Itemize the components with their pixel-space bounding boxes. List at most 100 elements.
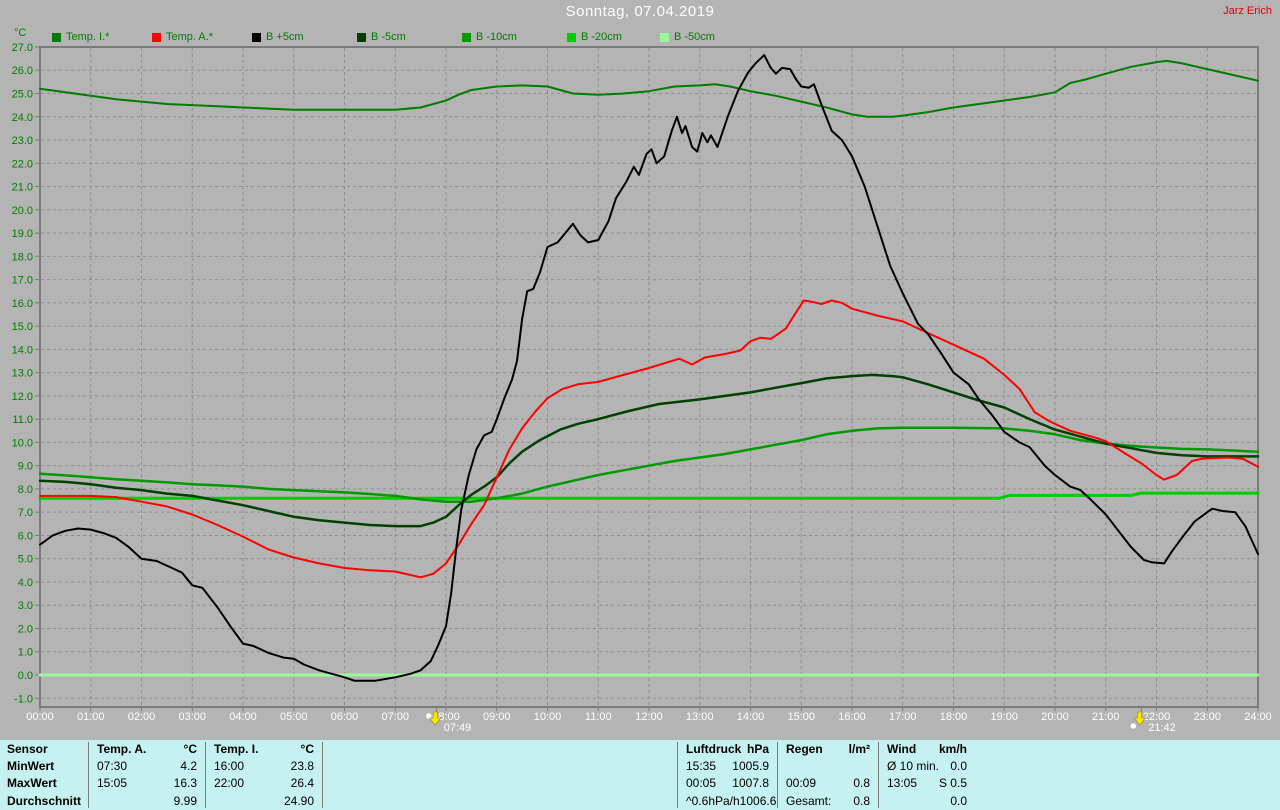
y-axis-label: 20.0 bbox=[12, 205, 33, 217]
x-axis-label: 01:00 bbox=[77, 711, 105, 723]
author-label: Jarz Erich bbox=[1223, 5, 1272, 17]
x-axis-label: 09:00 bbox=[483, 711, 511, 723]
y-axis-label: 2.0 bbox=[18, 623, 33, 635]
stat-value-cell: 24.90 bbox=[283, 793, 314, 808]
series-line-b-10cm bbox=[38, 426, 1260, 503]
table-separator bbox=[677, 742, 678, 808]
legend-item-b-5cm: B -5cm bbox=[357, 31, 406, 43]
y-axis-label: 3.0 bbox=[18, 600, 33, 612]
row-label-minwert: MinWert bbox=[7, 759, 55, 774]
stats-row: ^0.6hPa/h 1006.6 bbox=[678, 793, 777, 810]
sensor-name: Temp. A. bbox=[97, 742, 147, 756]
stat-time-cell: 00:09 bbox=[786, 776, 817, 791]
x-axis-label: 10:00 bbox=[534, 711, 562, 723]
legend-swatch-icon bbox=[357, 32, 366, 42]
legend-swatch-icon bbox=[252, 32, 261, 42]
x-axis-label: 20:00 bbox=[1041, 711, 1069, 723]
y-axis-label: 10.0 bbox=[12, 437, 33, 449]
table-separator bbox=[777, 742, 778, 808]
stats-row: 22:00 26.4 bbox=[206, 775, 322, 792]
x-axis-label: 22:00 bbox=[1143, 711, 1171, 723]
stats-group-header: Regen l/m² bbox=[778, 741, 878, 758]
y-axis-label: 7.0 bbox=[18, 507, 33, 519]
stats-group-temp-i: Temp. I. °C 16:00 23.8 22:00 26.4 24.90 bbox=[206, 741, 322, 810]
legend-item-label: B -10cm bbox=[476, 31, 517, 43]
stats-row: 00:09 0.8 bbox=[778, 775, 878, 792]
stat-value-cell: 16.3 bbox=[173, 776, 197, 791]
y-axis-label: 26.0 bbox=[12, 65, 33, 77]
x-axis-label: 15:00 bbox=[787, 711, 815, 723]
stat-time-cell: 22:00 bbox=[214, 776, 245, 791]
stat-time-cell: 16:00 bbox=[214, 759, 245, 774]
stat-value-cell: 4.2 bbox=[180, 759, 197, 774]
table-separator bbox=[878, 742, 879, 808]
x-axis-label: 11:00 bbox=[585, 711, 612, 723]
stats-row: 0.0 bbox=[879, 793, 975, 810]
table-separator bbox=[88, 742, 89, 808]
legend-item-label: Temp. A.* bbox=[166, 31, 214, 43]
legend-item-temp-i: Temp. I.* bbox=[52, 31, 109, 43]
sensor-name: Regen bbox=[786, 742, 823, 756]
y-axis-unit-label: °C bbox=[14, 27, 27, 39]
series-line-b-5cm bbox=[39, 54, 1259, 682]
sunset-time-label: 21:42 bbox=[1148, 722, 1176, 734]
stat-value-cell: 0.0 bbox=[950, 759, 967, 774]
y-axis-label: 25.0 bbox=[12, 89, 33, 101]
stats-group-header: Luftdruck hPa bbox=[678, 741, 777, 758]
stat-time-cell: Gesamt: bbox=[786, 793, 832, 808]
x-axis-label: 16:00 bbox=[838, 711, 866, 723]
legend-item-temp-a: Temp. A.* bbox=[152, 31, 213, 43]
legend-item-label: B -5cm bbox=[371, 31, 406, 43]
stat-value-cell: 23.8 bbox=[290, 759, 314, 774]
row-label-sensor: Sensor bbox=[7, 742, 48, 756]
stats-row: 00:05 1007.8 bbox=[678, 775, 777, 792]
x-axis-label: 17:00 bbox=[889, 711, 917, 723]
stat-value-cell: 1007.8 bbox=[732, 776, 769, 791]
stats-row: 07:30 4.2 bbox=[89, 758, 205, 775]
stat-value-cell: 1006.6 bbox=[739, 793, 777, 808]
y-axis-label: 4.0 bbox=[18, 577, 33, 589]
y-axis-label: 24.0 bbox=[12, 112, 33, 124]
legend-swatch-icon bbox=[462, 32, 471, 42]
series-line-b-20cm bbox=[38, 491, 1260, 500]
stat-value-cell: 0.8 bbox=[853, 776, 870, 791]
y-axis-label: 23.0 bbox=[12, 135, 33, 147]
sensor-name: Temp. I. bbox=[214, 742, 259, 756]
stats-row-labels: Sensor MinWert MaxWert Durchschnitt bbox=[7, 741, 87, 810]
x-axis-label: 02:00 bbox=[128, 711, 156, 723]
y-axis-label: 9.0 bbox=[18, 461, 33, 473]
y-axis-label: 11.0 bbox=[12, 414, 33, 426]
x-axis-label: 23:00 bbox=[1193, 711, 1221, 723]
stats-group-wind: Wind km/h Ø 10 min. 0.0 13:05 S 0.5 0.0 bbox=[879, 741, 975, 810]
x-axis-label: 04:00 bbox=[229, 711, 257, 723]
x-axis-label: 12:00 bbox=[635, 711, 663, 723]
y-axis-label: 12.0 bbox=[12, 391, 33, 403]
y-axis-label: 0.0 bbox=[18, 670, 33, 682]
y-axis-label: 18.0 bbox=[12, 251, 33, 263]
y-axis-label: -1.0 bbox=[14, 693, 33, 705]
stats-row: Gesamt: 0.8 bbox=[778, 793, 878, 810]
x-axis-label: 00:00 bbox=[26, 711, 54, 723]
stat-time-cell: ^0.6hPa/h bbox=[686, 793, 740, 808]
stats-row: 15:35 1005.9 bbox=[678, 758, 777, 775]
sensor-unit: °C bbox=[300, 742, 314, 756]
stat-value-cell: 1005.9 bbox=[732, 759, 769, 774]
stats-group-header: Temp. A. °C bbox=[89, 741, 205, 758]
legend-item-label: Temp. I.* bbox=[66, 31, 110, 43]
sensor-name: Luftdruck bbox=[686, 742, 742, 756]
stats-row: 24.90 bbox=[206, 793, 322, 810]
y-axis-label: 22.0 bbox=[12, 158, 33, 170]
chart-canvas: 27.0 26.0 25.0 24.0 23.0 22.0 21.0 20.0 19.0 18.0… bbox=[12, 42, 1272, 734]
x-axis-label: 14:00 bbox=[737, 711, 765, 723]
stat-value-cell: 9.99 bbox=[173, 793, 197, 808]
stats-row: 13:05 S 0.5 bbox=[879, 775, 975, 792]
y-axis-label: 17.0 bbox=[12, 275, 33, 287]
stats-group-header: Temp. I. °C bbox=[206, 741, 322, 758]
stats-table: Sensor MinWert MaxWert Durchschnitt Temp. A.… bbox=[0, 740, 1280, 810]
stats-group-header: Wind km/h bbox=[879, 741, 975, 758]
stat-time-cell: 07:30 bbox=[97, 759, 128, 774]
sensor-unit: km/h bbox=[938, 742, 967, 756]
row-label-maxwert: MaxWert bbox=[7, 776, 57, 791]
sunrise-icon bbox=[425, 712, 432, 720]
stats-group-temp-a: Temp. A. °C 07:30 4.2 15:05 16.3 9.99 bbox=[89, 741, 205, 810]
